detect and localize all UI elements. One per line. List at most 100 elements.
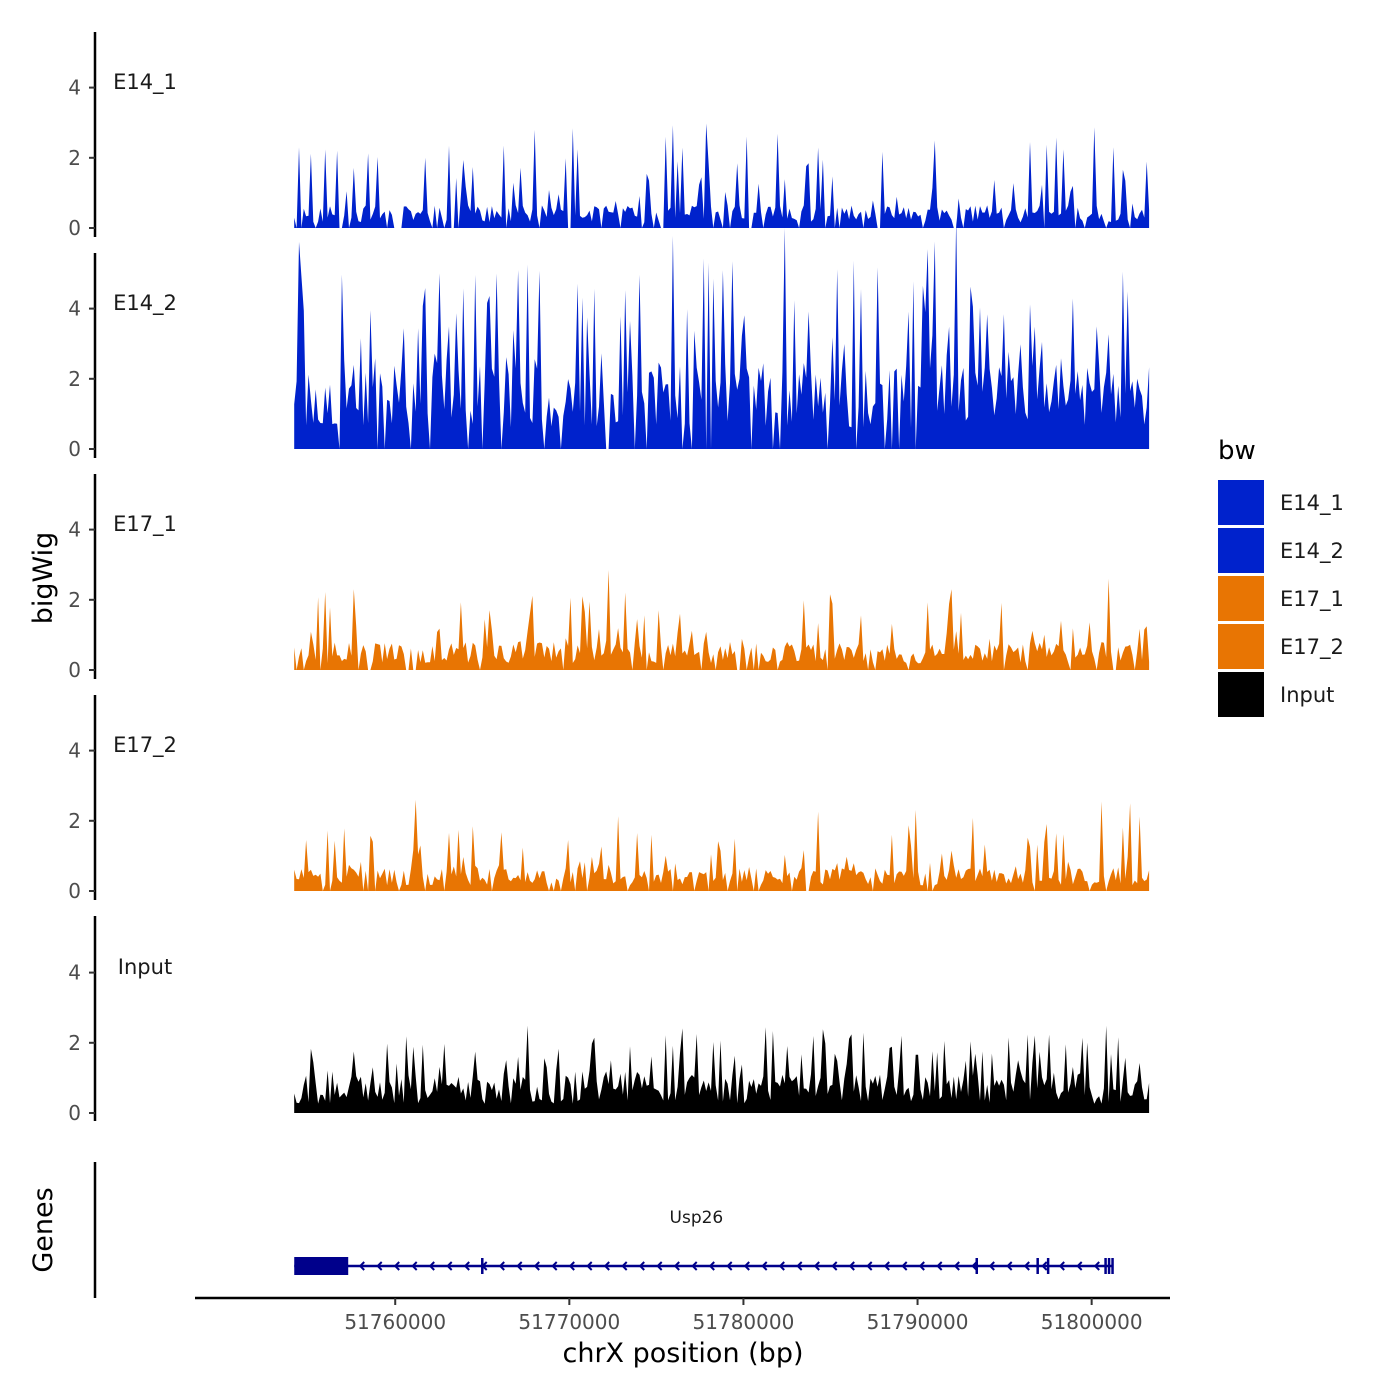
legend-swatch [1218, 480, 1264, 525]
strand-arrow [918, 1261, 925, 1271]
strand-arrow [988, 1261, 995, 1271]
strand-arrow [603, 1261, 610, 1271]
legend-swatch [1218, 672, 1264, 717]
x-axis: 51760000 51770000 51780000 51790000 51800000… [195, 1296, 1170, 1369]
track-label: E14_1 [113, 70, 177, 95]
y-tick-label: 2 [68, 146, 81, 170]
strand-arrow [1093, 1261, 1100, 1271]
strand-arrow [866, 1261, 873, 1271]
strand-arrow [586, 1261, 593, 1271]
strand-arrow [883, 1261, 890, 1271]
y-tick-label: 0 [68, 1101, 81, 1125]
y-tick-label: 2 [68, 1031, 81, 1055]
y-tick-label: 4 [68, 739, 81, 763]
legend-entries: E14_1 E14_2 E17_1 E17_2 Input [1218, 480, 1344, 717]
strand-arrow [516, 1261, 523, 1271]
strand-arrow [463, 1261, 470, 1271]
coverage-area [294, 1025, 1150, 1113]
gene-model: Usp26 [294, 1208, 1114, 1275]
track-label: E17_2 [113, 733, 177, 758]
y-tick-label: 4 [68, 961, 81, 985]
strand-arrow [551, 1261, 558, 1271]
strand-arrow [1076, 1261, 1083, 1271]
x-tick-label: 51780000 [693, 1310, 795, 1334]
strand-arrow [971, 1261, 978, 1271]
track-e17-1: 0 2 4 E17_1 [68, 474, 1150, 682]
strand-arrow [953, 1261, 960, 1271]
strand-arrow [376, 1261, 383, 1271]
legend-label: E14_2 [1280, 539, 1344, 564]
x-tick-label: 51760000 [344, 1310, 446, 1334]
track-label: E14_2 [113, 291, 177, 316]
strand-arrow [656, 1261, 663, 1271]
coverage-area [294, 799, 1150, 891]
coverage-area [294, 123, 1150, 228]
legend-label: E17_1 [1280, 587, 1344, 612]
y-tick-label: 2 [68, 809, 81, 833]
legend-swatch [1218, 576, 1264, 621]
strand-arrow [708, 1261, 715, 1271]
legend-label: Input [1280, 683, 1334, 707]
x-tick-label: 51790000 [867, 1310, 969, 1334]
y-tick-label: 0 [68, 216, 81, 240]
legend-label: E17_2 [1280, 635, 1344, 660]
legend-entry: E17_2 [1218, 624, 1344, 669]
track-label: E17_1 [113, 512, 177, 537]
x-ticks: 51760000 51770000 51780000 51790000 51800000 [344, 1298, 1143, 1334]
strand-arrow [796, 1261, 803, 1271]
strand-arrow [621, 1261, 628, 1271]
strand-arrow [446, 1261, 453, 1271]
x-tick-label: 51800000 [1041, 1310, 1143, 1334]
legend: bw E14_1 E14_2 E17_1 E17_2 Input [1218, 436, 1344, 717]
y-tick-label: 2 [68, 367, 81, 391]
strand-arrow [936, 1261, 943, 1271]
strand-arrow [691, 1261, 698, 1271]
y-tick-label: 0 [68, 437, 81, 461]
legend-entry: E14_2 [1218, 528, 1344, 573]
x-tick-label: 51770000 [518, 1310, 620, 1334]
strand-arrow [1058, 1261, 1065, 1271]
strand-arrow [1006, 1261, 1013, 1271]
legend-title: bw [1218, 436, 1256, 466]
strand-arrow [761, 1261, 768, 1271]
coverage-tracks: 0 2 4 E14_1 0 2 4 E14_2 0 2 4 E17_1 0 2 4 E17_2 0 2 4 Input [68, 32, 1150, 1125]
legend-swatch [1218, 624, 1264, 669]
strand-arrow [848, 1261, 855, 1271]
strand-arrow [1023, 1261, 1030, 1271]
strand-arrow [1041, 1261, 1048, 1271]
y-axis-title: bigWig [28, 532, 59, 625]
strand-arrow [498, 1261, 505, 1271]
strand-arrow [358, 1261, 365, 1271]
coverage-area [294, 217, 1150, 449]
strand-arrow [901, 1261, 908, 1271]
legend-label: E14_1 [1280, 491, 1344, 516]
track-input: 0 2 4 Input [68, 916, 1150, 1125]
strand-arrow [393, 1261, 400, 1271]
coverage-area [294, 570, 1150, 670]
strand-arrow [411, 1261, 418, 1271]
y-tick-label: 0 [68, 658, 81, 682]
gene-utr-block [294, 1257, 349, 1275]
strand-arrow [726, 1261, 733, 1271]
strand-arrow [673, 1261, 680, 1271]
strand-arrow [831, 1261, 838, 1271]
strand-arrow [533, 1261, 540, 1271]
track-label: Input [118, 955, 172, 979]
y-tick-label: 4 [68, 518, 81, 542]
strand-arrow [568, 1261, 575, 1271]
legend-entry: Input [1218, 672, 1334, 717]
genes-panel: Genes Usp26 [28, 1162, 1114, 1298]
y-tick-label: 0 [68, 879, 81, 903]
y-tick-label: 2 [68, 588, 81, 612]
strand-arrow [638, 1261, 645, 1271]
x-axis-title: chrX position (bp) [562, 1338, 803, 1369]
y-tick-label: 4 [68, 76, 81, 100]
genes-axis-title: Genes [28, 1187, 59, 1272]
track-e17-2: 0 2 4 E17_2 [68, 695, 1150, 903]
legend-entry: E17_1 [1218, 576, 1344, 621]
strand-arrow [481, 1261, 488, 1271]
strand-arrow [743, 1261, 750, 1271]
strand-arrow [813, 1261, 820, 1271]
track-e14-2: 0 2 4 E14_2 [68, 217, 1150, 461]
